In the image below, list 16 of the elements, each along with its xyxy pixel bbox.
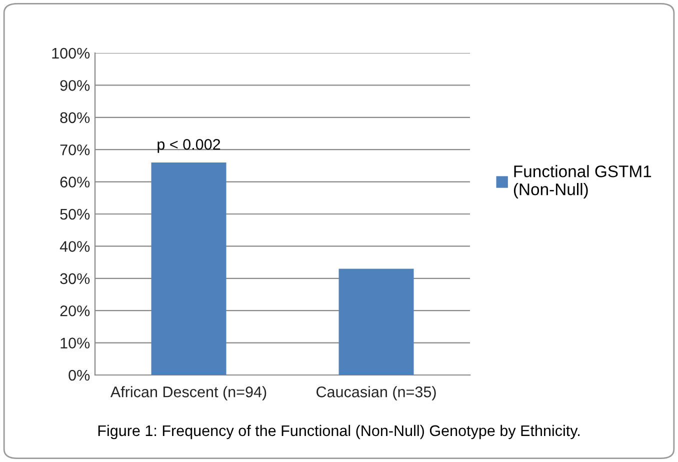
x-tick-label: Caucasian (n=35): [316, 386, 436, 400]
y-tick-label: 100%: [52, 48, 90, 59]
y-tick-label: 10%: [60, 338, 90, 348]
annotation: p < 0.002: [158, 138, 220, 153]
caption: Figure 1: Frequency of the Functional (Non-Null) Genotype by Ethnicity.: [98, 424, 580, 440]
y-tick-label: 60%: [60, 176, 90, 188]
y-tick-label: 80%: [60, 112, 90, 124]
y-tick-label: 90%: [60, 80, 90, 91]
y-tick-label: 40%: [60, 241, 90, 252]
y-tick-label: 20%: [60, 305, 90, 316]
y-tick-label: 50%: [60, 208, 90, 220]
y-tick-label: 70%: [60, 144, 90, 156]
y-tick-label: 30%: [60, 273, 90, 284]
x-tick-label: African Descent (n=94): [110, 386, 266, 400]
legend-label: Functional GSTM1 (Non-Null): [514, 165, 652, 199]
y-tick-label: 0%: [68, 370, 90, 381]
